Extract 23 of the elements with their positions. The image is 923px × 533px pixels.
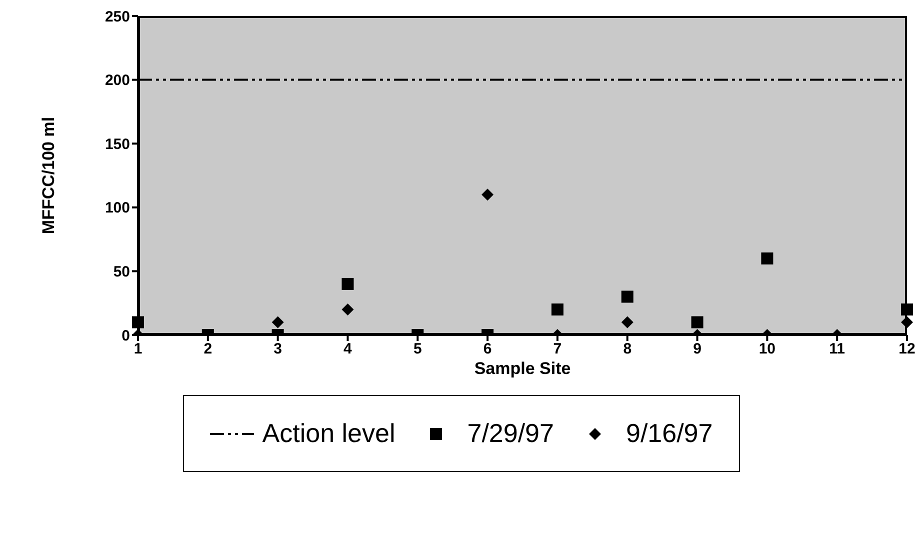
y-tick-label: 0 [122, 327, 130, 344]
x-tick-label: 10 [758, 340, 776, 358]
x-tick-label: 11 [829, 340, 846, 358]
y-tick-label: 100 [104, 200, 130, 217]
x-tick-label: 3 [274, 340, 282, 358]
legend-label: Action level [262, 418, 396, 449]
x-tick-label: 6 [483, 340, 492, 358]
legend-label: 7/29/97 [467, 418, 554, 449]
legend-label: 9/16/97 [626, 418, 713, 449]
x-tick-label: 7 [553, 340, 562, 358]
y-tick-label: 250 [104, 8, 130, 26]
y-tick-label: 200 [104, 72, 130, 90]
x-tick-label: 9 [693, 340, 702, 358]
x-tick-label: 12 [898, 340, 916, 358]
x-tick-label: 1 [134, 340, 142, 358]
y-axis-title: MFFCC/100 ml [39, 116, 58, 234]
y-tick-label: 50 [113, 264, 130, 281]
x-tick-label: 4 [344, 340, 353, 358]
x-tick-label: 8 [623, 340, 632, 358]
y-tick-label: 150 [104, 136, 130, 153]
x-tick-label: 2 [204, 340, 212, 358]
x-axis-title: Sample Site [473, 359, 572, 379]
x-tick-label: 5 [413, 340, 422, 358]
